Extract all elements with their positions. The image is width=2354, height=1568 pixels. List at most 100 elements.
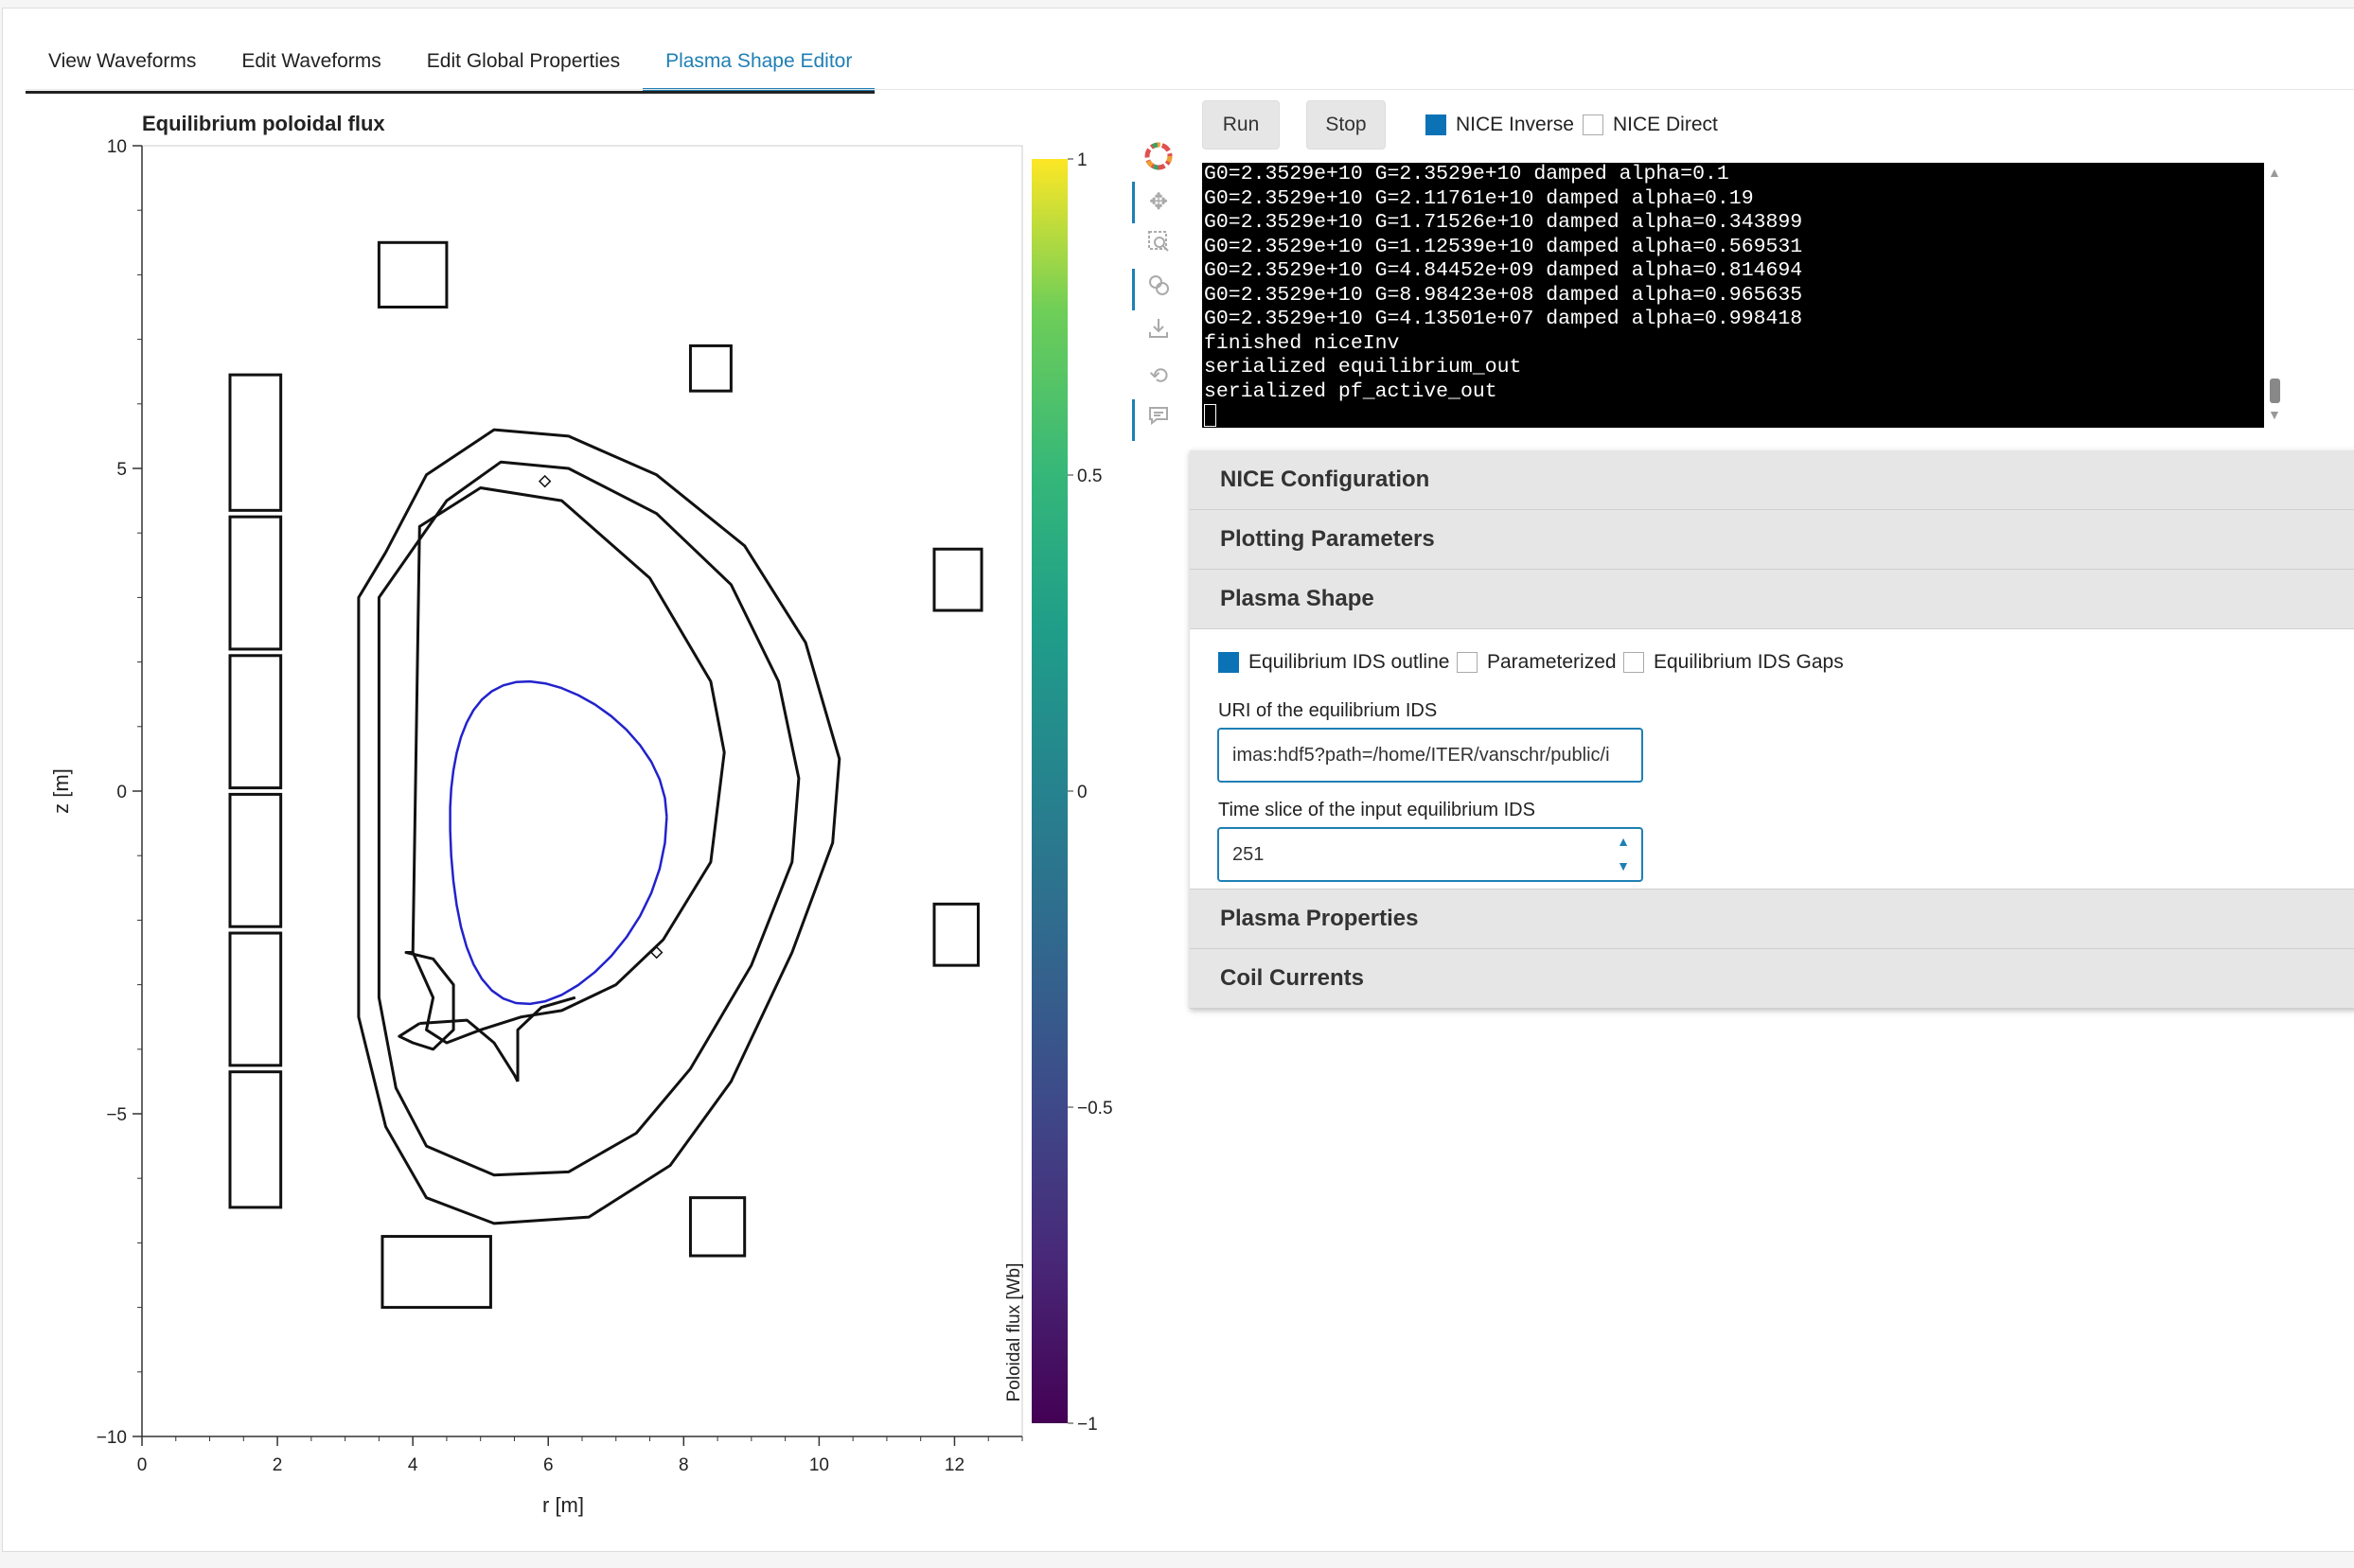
axis-ticks: 0 2 4 6 8 10 12 −10 −5 0 5 10	[97, 137, 1023, 1475]
x-tick-label: 6	[543, 1455, 554, 1475]
y-tick-label: −5	[106, 1105, 127, 1125]
scroll-down-icon[interactable]: ▼	[2268, 407, 2281, 422]
parameterized-checkbox[interactable]: Parameterized	[1457, 651, 1617, 674]
nice-inverse-checkbox[interactable]: NICE Inverse	[1425, 114, 1574, 136]
plot-area	[141, 145, 1023, 1437]
terminal-scrollbar[interactable]: ▲ ▼	[2264, 163, 2285, 428]
run-button[interactable]: Run	[1202, 100, 1280, 150]
colorbar	[1032, 159, 1068, 1423]
terminal-line: G0=2.3529e+10 G=2.3529e+10 damped alpha=…	[1204, 163, 1729, 185]
accordion-plotting-parameters[interactable]: Plotting Parameters	[1190, 510, 2354, 570]
spin-down-icon[interactable]: ▼	[1617, 858, 1630, 873]
terminal-line: G0=2.3529e+10 G=1.12539e+10 damped alpha…	[1204, 235, 1803, 258]
parameterized-box[interactable]	[1457, 652, 1478, 673]
box-zoom-icon[interactable]	[1142, 229, 1176, 263]
reset-icon[interactable]: ⟲	[1148, 363, 1169, 389]
tab-bar: View Waveforms Edit Waveforms Edit Globa…	[26, 38, 876, 94]
colorbar-tick-label: −1	[1077, 1415, 1098, 1435]
nice-inverse-box[interactable]	[1425, 115, 1446, 135]
save-icon[interactable]	[1142, 316, 1176, 350]
equilibrium-outline-box[interactable]	[1218, 652, 1239, 673]
divertor-dome	[419, 1018, 520, 1083]
time-slice-input[interactable]: 251 ▲ ▼	[1217, 827, 1643, 882]
y-tick-label: 10	[107, 137, 127, 157]
y-tick-label: 5	[116, 460, 127, 480]
accordion-plasma-properties[interactable]: Plasma Properties	[1190, 890, 2354, 949]
y-tick-label: −10	[97, 1428, 127, 1448]
x-tick-label: 10	[809, 1455, 829, 1475]
x-tick-label: 12	[945, 1455, 965, 1475]
terminal-line: serialized equilibrium_out	[1204, 356, 1522, 379]
central-solenoid-module	[228, 931, 283, 1067]
logo-icon[interactable]	[1142, 142, 1176, 176]
accordion-plasma-shape[interactable]: Plasma Shape	[1190, 570, 2354, 629]
central-solenoid-module	[228, 1070, 283, 1209]
hover-icon[interactable]	[1142, 403, 1176, 437]
tab-view-waveforms[interactable]: View Waveforms	[48, 50, 197, 72]
equilibrium-outline-checkbox[interactable]: Equilibrium IDS outline	[1218, 651, 1449, 674]
accordion-coil-currents[interactable]: Coil Currents	[1190, 949, 2354, 1009]
colorbar-tick-label: 0.5	[1077, 467, 1102, 486]
x-axis-label: r [m]	[542, 1493, 584, 1517]
nice-direct-checkbox[interactable]: NICE Direct	[1583, 114, 1718, 136]
y-tick-label: 0	[116, 783, 127, 802]
accordion-nice-configuration[interactable]: NICE Configuration	[1190, 450, 2354, 510]
uri-input[interactable]: imas:hdf5?path=/home/ITER/vanschr/public…	[1217, 728, 1643, 783]
plasma-boundary	[449, 679, 668, 1006]
pan-icon[interactable]: ✥	[1148, 189, 1169, 215]
central-solenoid-module	[228, 515, 283, 651]
terminal-line: finished niceInv	[1204, 331, 1400, 355]
tab-plasma-shape-editor[interactable]: Plasma Shape Editor	[643, 38, 876, 91]
scroll-up-icon[interactable]: ▲	[2268, 165, 2281, 180]
nice-direct-box[interactable]	[1583, 115, 1603, 135]
x-tick-label: 2	[273, 1455, 283, 1475]
marker	[649, 945, 664, 960]
equilibrium-gaps-checkbox[interactable]: Equilibrium IDS Gaps	[1623, 651, 1844, 674]
divertor-baffle	[516, 995, 576, 1082]
tab-edit-waveforms[interactable]: Edit Waveforms	[241, 50, 381, 72]
pan-active-indicator	[1132, 182, 1135, 223]
nice-inverse-label: NICE Inverse	[1456, 114, 1574, 135]
flux-plot[interactable]: 0 2 4 6 8 10 12 −10 −5 0 5 10 r [m] z [m] 1 0.5 0 −0.5…	[38, 132, 1136, 1533]
nice-direct-label: NICE Direct	[1613, 114, 1718, 135]
central-solenoid-module	[228, 373, 283, 512]
pf-coil	[381, 1235, 492, 1310]
colorbar-label: Poloidal flux [Wb]	[1004, 1263, 1024, 1402]
plot-title: Equilibrium poloidal flux	[142, 112, 385, 135]
pf-coil	[688, 1196, 747, 1258]
terminal-line: G0=2.3529e+10 G=4.13501e+07 damped alpha…	[1204, 308, 1803, 330]
pf-coil	[377, 240, 449, 308]
pf-coil	[688, 344, 733, 393]
time-slice-label: Time slice of the input equilibrium IDS	[1218, 800, 1535, 820]
wheel-zoom-icon[interactable]	[1142, 273, 1176, 307]
spin-up-icon[interactable]: ▲	[1617, 834, 1630, 849]
colorbar-tick-label: 0	[1077, 783, 1088, 802]
parameterized-label: Parameterized	[1487, 651, 1617, 673]
terminal-cursor	[1204, 404, 1216, 427]
pf-coil	[932, 902, 980, 967]
marker	[538, 474, 552, 488]
tab-divider	[26, 89, 2354, 90]
plasma-shape-panel: Equilibrium IDS outline Parameterized Eq…	[1190, 629, 2354, 890]
equilibrium-gaps-box[interactable]	[1623, 652, 1644, 673]
pf-coil	[932, 547, 983, 612]
terminal-output[interactable]: G0=2.3529e+10 G=2.3529e+10 damped alpha=…	[1202, 163, 2264, 428]
uri-label: URI of the equilibrium IDS	[1218, 700, 1438, 721]
colorbar-ticks: 1 0.5 0 −0.5 −1	[1068, 150, 1113, 1435]
y-axis-label: z [m]	[49, 768, 73, 814]
hover-active-indicator	[1132, 399, 1135, 441]
tab-edit-global-properties[interactable]: Edit Global Properties	[426, 50, 621, 72]
x-tick-label: 4	[408, 1455, 418, 1475]
equilibrium-outline-label: Equilibrium IDS outline	[1248, 651, 1450, 673]
terminal-line: serialized pf_active_out	[1204, 379, 1497, 403]
wheel-zoom-active-indicator	[1132, 269, 1135, 310]
scroll-thumb[interactable]	[2270, 379, 2280, 403]
stop-button[interactable]: Stop	[1306, 100, 1386, 150]
central-solenoid-module	[228, 792, 283, 928]
terminal-line: G0=2.3529e+10 G=1.71526e+10 damped alpha…	[1204, 211, 1803, 234]
colorbar-tick-label: −0.5	[1077, 1099, 1113, 1119]
terminal-line: G0=2.3529e+10 G=2.11761e+10 damped alpha…	[1204, 186, 1754, 210]
terminal-line: G0=2.3529e+10 G=8.98423e+08 damped alpha…	[1204, 283, 1803, 307]
equilibrium-gaps-label: Equilibrium IDS Gaps	[1654, 651, 1844, 673]
central-solenoid-module	[228, 654, 283, 790]
